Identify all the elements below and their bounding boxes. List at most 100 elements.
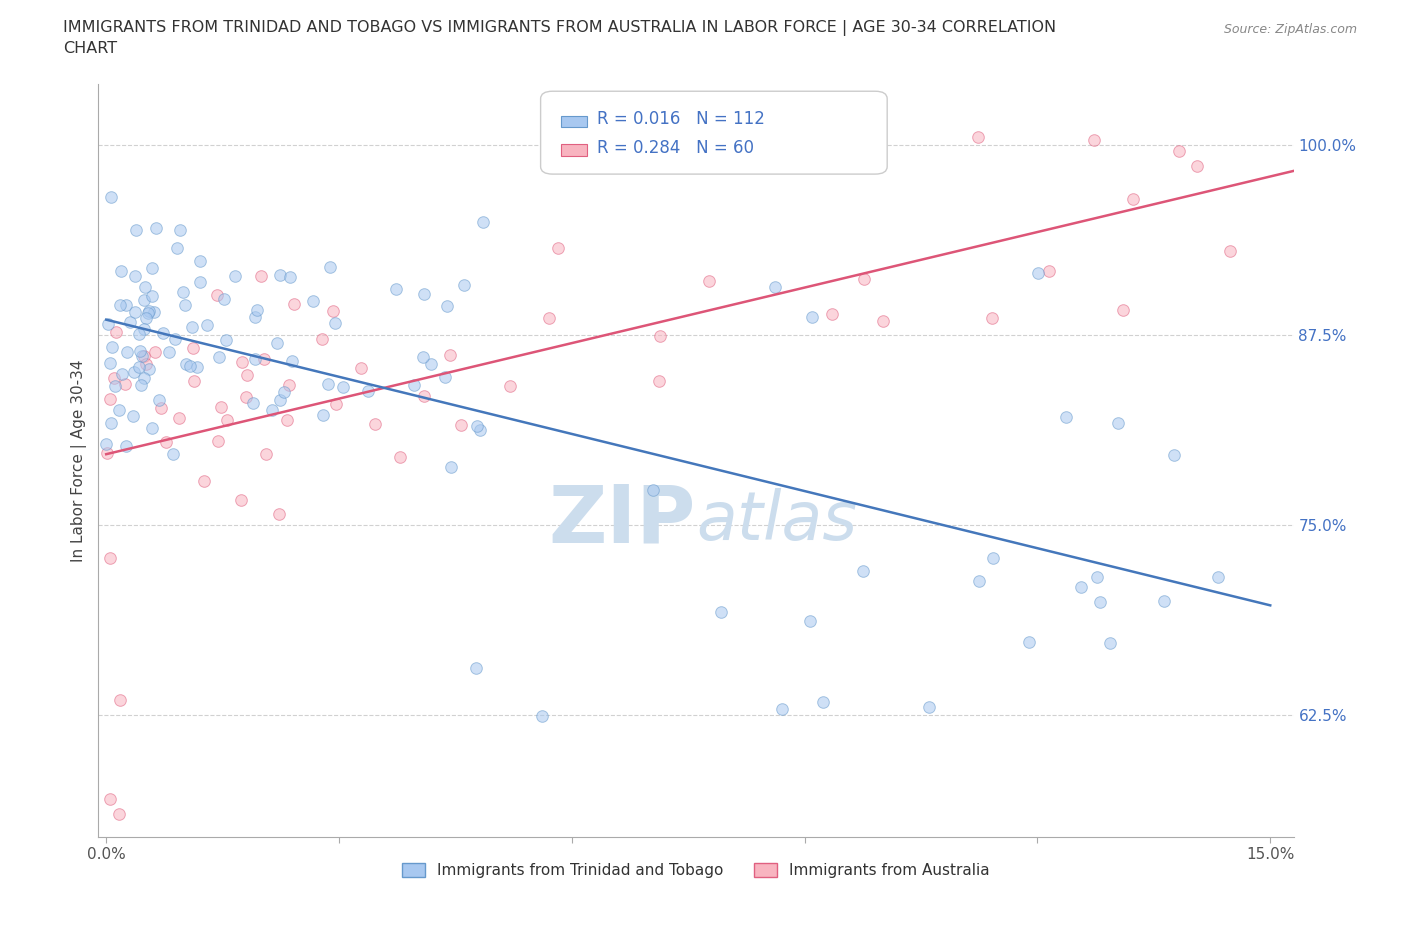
Point bbox=[143, 304, 166, 319]
Point bbox=[141, 288, 163, 303]
Point bbox=[266, 336, 288, 351]
Point bbox=[650, 328, 672, 343]
Point bbox=[124, 365, 146, 379]
Point bbox=[110, 263, 132, 278]
Point bbox=[214, 292, 236, 307]
Point bbox=[464, 661, 486, 676]
Point bbox=[195, 318, 218, 333]
Point bbox=[450, 418, 472, 432]
Point bbox=[157, 344, 180, 359]
Point bbox=[243, 352, 266, 366]
Point bbox=[174, 298, 197, 312]
Text: atlas: atlas bbox=[696, 487, 858, 553]
Point bbox=[465, 418, 488, 433]
Point bbox=[132, 293, 155, 308]
Point bbox=[311, 332, 333, 347]
Point bbox=[242, 395, 264, 410]
Point bbox=[166, 241, 188, 256]
Point bbox=[124, 305, 146, 320]
Point bbox=[967, 574, 990, 589]
Point bbox=[245, 309, 267, 324]
Point bbox=[357, 384, 380, 399]
Point bbox=[276, 412, 298, 427]
Point bbox=[1026, 266, 1049, 281]
Point bbox=[332, 380, 354, 395]
Point bbox=[800, 309, 823, 324]
Point bbox=[1122, 192, 1144, 206]
Point bbox=[118, 314, 141, 329]
Point bbox=[172, 285, 194, 299]
Point bbox=[319, 259, 342, 274]
Point bbox=[280, 270, 302, 285]
Point bbox=[163, 332, 186, 347]
Point bbox=[273, 385, 295, 400]
Point bbox=[322, 304, 344, 319]
Point bbox=[207, 433, 229, 448]
Point bbox=[110, 298, 132, 312]
Point bbox=[1038, 263, 1060, 278]
Point bbox=[129, 344, 152, 359]
Point bbox=[1219, 244, 1241, 259]
Point bbox=[1054, 409, 1077, 424]
Point bbox=[1083, 133, 1105, 148]
Point bbox=[917, 699, 939, 714]
Point bbox=[169, 223, 191, 238]
Point bbox=[193, 473, 215, 488]
Y-axis label: In Labor Force | Age 30-34: In Labor Force | Age 30-34 bbox=[72, 359, 87, 562]
Point bbox=[710, 604, 733, 619]
Point bbox=[138, 303, 160, 318]
Point bbox=[162, 446, 184, 461]
Point bbox=[104, 379, 127, 393]
Point bbox=[128, 326, 150, 341]
Point bbox=[111, 366, 134, 381]
Point bbox=[436, 299, 458, 313]
Point bbox=[283, 297, 305, 312]
Point bbox=[107, 403, 129, 418]
Point bbox=[269, 268, 291, 283]
Point bbox=[108, 693, 131, 708]
Point bbox=[155, 435, 177, 450]
Text: R = 0.016   N = 112: R = 0.016 N = 112 bbox=[596, 110, 765, 128]
Point bbox=[188, 254, 211, 269]
Point bbox=[269, 392, 291, 407]
Point bbox=[440, 459, 463, 474]
Point bbox=[439, 348, 461, 363]
Point bbox=[821, 306, 844, 321]
Point bbox=[205, 287, 228, 302]
Text: R = 0.284   N = 60: R = 0.284 N = 60 bbox=[596, 139, 754, 157]
Point bbox=[107, 806, 129, 821]
Point bbox=[141, 421, 163, 436]
Point bbox=[181, 340, 204, 355]
Point bbox=[470, 422, 492, 437]
Point bbox=[253, 352, 276, 366]
Point bbox=[114, 298, 136, 312]
Point bbox=[872, 314, 894, 329]
Point bbox=[981, 311, 1004, 325]
Point bbox=[420, 356, 443, 371]
Point bbox=[433, 370, 456, 385]
Point bbox=[250, 269, 273, 284]
Point bbox=[538, 311, 561, 325]
Point bbox=[134, 371, 156, 386]
Point bbox=[472, 214, 495, 229]
Point bbox=[122, 408, 145, 423]
Point bbox=[267, 507, 290, 522]
Point bbox=[316, 377, 339, 392]
Point bbox=[1099, 636, 1122, 651]
Point bbox=[262, 403, 284, 418]
Point bbox=[117, 345, 139, 360]
Point bbox=[278, 377, 301, 392]
Point bbox=[254, 446, 277, 461]
Point bbox=[141, 261, 163, 276]
Point bbox=[209, 399, 232, 414]
Point bbox=[96, 445, 118, 460]
Point bbox=[799, 613, 821, 628]
Point bbox=[135, 357, 157, 372]
Point bbox=[413, 389, 436, 404]
Point bbox=[181, 319, 204, 334]
Point bbox=[770, 701, 793, 716]
Point bbox=[136, 305, 159, 320]
FancyBboxPatch shape bbox=[541, 91, 887, 174]
Point bbox=[325, 396, 347, 411]
Point bbox=[128, 360, 150, 375]
